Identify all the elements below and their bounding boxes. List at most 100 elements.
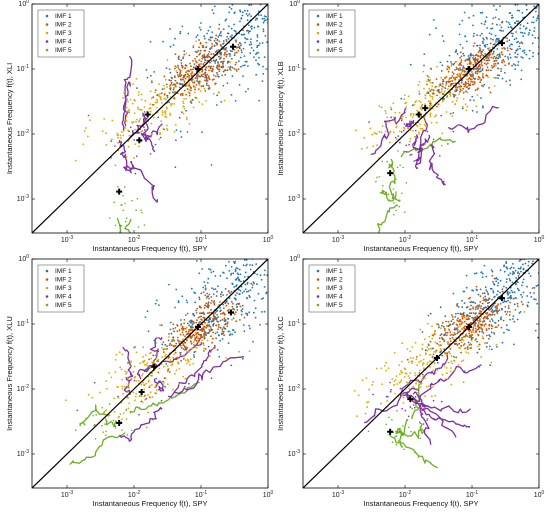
point-imf2 (195, 61, 198, 64)
point-imf1 (482, 332, 485, 334)
point-imf3 (412, 130, 414, 132)
point-imf5 (136, 198, 139, 200)
point-imf3 (125, 106, 128, 109)
legend-label-imf4: IMF 4 (326, 39, 343, 46)
point-imf1 (207, 29, 210, 32)
point-imf2 (460, 351, 462, 354)
legend-label-imf3: IMF 3 (55, 285, 72, 292)
legend-label-imf1: IMF 1 (55, 13, 72, 20)
point-imf1 (452, 93, 455, 96)
point-imf3 (426, 363, 428, 366)
point-imf3 (372, 145, 375, 148)
point-imf1 (488, 87, 490, 89)
point-imf2 (494, 59, 496, 62)
point-imf2 (477, 333, 479, 336)
point-imf1 (466, 346, 469, 348)
point-imf3 (135, 351, 138, 354)
point-imf3 (64, 399, 67, 402)
point-imf1 (447, 325, 450, 327)
point-imf1 (281, 273, 283, 275)
point-imf1 (226, 82, 229, 84)
point-imf1 (213, 40, 216, 42)
point-imf1 (528, 49, 531, 52)
point-imf1 (486, 290, 489, 293)
point-imf1 (179, 130, 182, 133)
point-imf1 (195, 260, 198, 262)
point-imf3 (108, 414, 111, 416)
point-imf5 (417, 456, 420, 458)
point-imf1 (283, 314, 285, 316)
point-imf1 (494, 321, 496, 324)
point-imf3 (129, 98, 132, 101)
point-imf1 (497, 57, 500, 60)
point-imf1 (205, 76, 208, 79)
point-imf3 (146, 365, 149, 367)
point-imf1 (472, 24, 474, 27)
point-imf1 (216, 314, 219, 316)
point-imf2 (444, 352, 446, 354)
point-imf3 (424, 94, 427, 97)
point-imf2 (450, 63, 453, 65)
point-imf2 (482, 337, 485, 340)
point-imf3 (127, 385, 129, 388)
point-imf1 (217, 61, 219, 64)
point-imf1 (222, 65, 224, 67)
point-imf2 (426, 75, 429, 77)
point-imf1 (479, 12, 482, 14)
point-imf3 (137, 145, 140, 148)
point-imf2 (190, 73, 192, 75)
point-imf5 (405, 182, 408, 184)
point-imf1 (505, 324, 508, 327)
point-imf2 (490, 64, 493, 67)
point-imf1 (501, 20, 504, 23)
point-imf2 (515, 31, 517, 33)
point-imf4 (415, 129, 417, 132)
point-imf2 (451, 75, 454, 77)
point-imf3 (401, 342, 404, 345)
point-imf2 (464, 325, 466, 328)
point-imf3 (449, 93, 452, 96)
point-imf1 (166, 345, 168, 348)
point-imf2 (157, 348, 159, 351)
point-imf2 (192, 85, 195, 88)
point-imf3 (458, 73, 460, 75)
point-imf2 (239, 305, 242, 308)
point-imf1 (527, 260, 530, 263)
point-imf5 (122, 195, 124, 197)
point-imf2 (198, 59, 201, 61)
point-imf3 (414, 372, 416, 374)
trajectory-imf5 (400, 137, 456, 158)
point-imf2 (472, 307, 474, 310)
point-imf1 (496, 53, 499, 56)
point-imf2 (451, 333, 454, 336)
point-imf2 (222, 330, 225, 333)
point-imf3 (439, 348, 442, 350)
point-imf2 (481, 53, 483, 56)
point-imf2 (434, 330, 436, 332)
point-imf1 (468, 87, 471, 90)
point-imf3 (166, 383, 169, 386)
point-imf3 (83, 130, 86, 132)
point-imf2 (490, 314, 492, 317)
point-imf1 (465, 274, 468, 277)
point-imf2 (168, 92, 171, 94)
point-imf3 (396, 383, 399, 385)
point-imf5 (403, 448, 405, 451)
point-imf1 (439, 351, 441, 354)
point-imf3 (195, 40, 198, 43)
point-imf1 (513, 343, 515, 346)
point-imf3 (367, 400, 370, 403)
point-imf5 (109, 217, 111, 219)
point-imf1 (503, 285, 505, 288)
point-imf3 (441, 88, 443, 90)
point-imf3 (131, 121, 133, 124)
point-imf1 (209, 47, 212, 49)
point-imf3 (227, 66, 230, 68)
point-imf3 (424, 395, 426, 397)
series-imf5 (367, 380, 439, 469)
point-imf3 (477, 345, 479, 348)
point-imf1 (256, 17, 259, 20)
point-imf1 (545, 27, 547, 29)
trajectory-imf4 (428, 144, 446, 186)
point-imf3 (199, 90, 202, 93)
